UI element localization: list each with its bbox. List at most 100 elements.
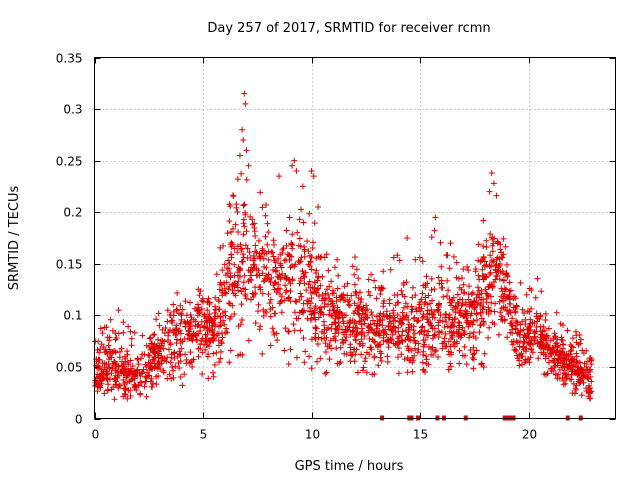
- data-point: [230, 193, 237, 200]
- data-point: [310, 239, 317, 246]
- data-point: [335, 319, 342, 326]
- data-point: [278, 264, 285, 271]
- data-point: [409, 294, 416, 301]
- data-point: [154, 352, 161, 359]
- data-point: [498, 293, 505, 300]
- data-point: [380, 268, 387, 275]
- data-point: [365, 276, 372, 283]
- data-point: [235, 228, 242, 235]
- data-point: [296, 296, 303, 303]
- data-point: [558, 336, 565, 343]
- data-point: [272, 259, 279, 266]
- data-point: [487, 252, 494, 259]
- data-point: [455, 319, 462, 326]
- data-point: [514, 339, 521, 346]
- data-point: [395, 370, 402, 377]
- data-point: [345, 301, 352, 308]
- data-point: [270, 266, 277, 273]
- data-point: [221, 321, 228, 328]
- data-point: [194, 312, 201, 319]
- data-point: [456, 309, 463, 316]
- data-point: [318, 328, 325, 335]
- data-point: [317, 304, 324, 311]
- data-point: [226, 260, 233, 267]
- data-point: [290, 321, 297, 328]
- data-point: [313, 255, 320, 262]
- data-point: [175, 360, 182, 367]
- data-point: [368, 271, 375, 278]
- data-point: [95, 365, 102, 372]
- data-point: [289, 241, 296, 248]
- data-point: [97, 345, 104, 352]
- data-point: [187, 319, 194, 326]
- data-point: [121, 380, 128, 387]
- data-point: [408, 303, 415, 310]
- data-point: [507, 287, 514, 294]
- data-point: [534, 275, 541, 282]
- data-point: [323, 369, 330, 376]
- data-point: [428, 306, 435, 313]
- data-point: [153, 373, 160, 380]
- data-point: [148, 383, 155, 390]
- data-point: [174, 290, 181, 297]
- data-point: [399, 316, 406, 323]
- data-point: [187, 325, 194, 332]
- data-point: [333, 345, 340, 352]
- data-point: [204, 307, 211, 314]
- data-point: [439, 318, 446, 325]
- data-point: [499, 297, 506, 304]
- data-point: [334, 285, 341, 292]
- data-point: [238, 317, 245, 324]
- data-point: [465, 296, 472, 303]
- data-point: [423, 273, 430, 280]
- data-point: [325, 267, 332, 274]
- data-point: [255, 267, 262, 274]
- data-point: [424, 307, 431, 314]
- data-point: [384, 353, 391, 360]
- data-point: [155, 336, 162, 343]
- data-point: [122, 391, 129, 398]
- data-point: [577, 365, 584, 372]
- data-point: [435, 333, 442, 340]
- data-point: [328, 345, 335, 352]
- data-point: [241, 201, 248, 208]
- data-point: [225, 257, 232, 264]
- data-point: [542, 310, 549, 317]
- data-point: [333, 298, 340, 305]
- data-point: [460, 281, 467, 288]
- data-point: [465, 323, 472, 330]
- data-point: [295, 257, 302, 264]
- data-point: [446, 311, 453, 318]
- data-point: [155, 359, 162, 366]
- data-point: [220, 242, 227, 249]
- data-point: [340, 297, 347, 304]
- y-tick-label: 0.3: [63, 103, 82, 117]
- data-point: [127, 393, 134, 400]
- y-tick-label: 0.1: [63, 309, 82, 323]
- data-point: [395, 354, 402, 361]
- data-point: [161, 355, 168, 362]
- data-point: [435, 274, 442, 281]
- data-point: [478, 360, 485, 367]
- data-point: [205, 375, 212, 382]
- data-point: [215, 306, 222, 313]
- data-points: [92, 90, 595, 403]
- data-point: [311, 314, 318, 321]
- data-point: [243, 176, 250, 183]
- data-point: [255, 237, 262, 244]
- data-point: [235, 278, 242, 285]
- data-point: [467, 299, 474, 306]
- data-point: [419, 359, 426, 366]
- data-point: [218, 338, 225, 345]
- data-point: [193, 336, 200, 343]
- data-point: [173, 325, 180, 332]
- data-point: [295, 242, 302, 249]
- data-point: [435, 354, 442, 360]
- data-point: [373, 330, 380, 337]
- data-point: [125, 387, 132, 394]
- data-point: [377, 291, 384, 298]
- data-point: [461, 331, 468, 338]
- data-point: [241, 90, 248, 97]
- data-point: [467, 330, 474, 337]
- data-point: [362, 355, 369, 362]
